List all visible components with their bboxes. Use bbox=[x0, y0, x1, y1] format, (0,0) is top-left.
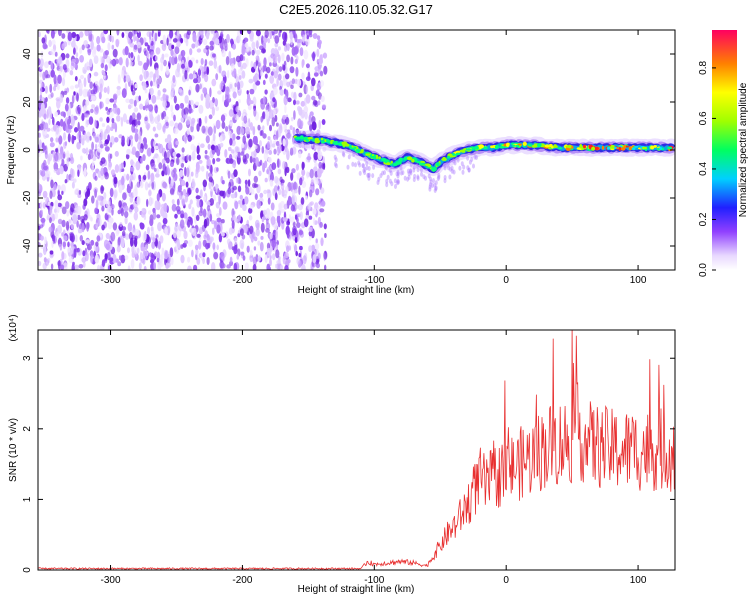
snr-panel: -300 -200 -100 0 100 0 1 2 3 Height of straight… bbox=[8, 314, 676, 595]
colorbar: 0.0 0.2 0.4 0.6 0.8 Normalized spectral ampl… bbox=[698, 30, 749, 277]
colorbar-tick-label: 0.0 bbox=[698, 263, 709, 277]
chart-title: C2E5.2026.110.05.32.G17 bbox=[279, 2, 433, 17]
heatmap-y-tick-label: -40 bbox=[22, 238, 33, 253]
colorbar-tick-label: 0.8 bbox=[698, 61, 709, 75]
snr-x-tick-label: 100 bbox=[630, 575, 647, 586]
snr-series-line bbox=[38, 330, 675, 570]
snr-y-tick-label: 3 bbox=[22, 355, 33, 361]
heatmap-y-ticks: -40 -20 0 20 40 bbox=[22, 48, 675, 253]
snr-y-multiplier: (x10⁴) bbox=[8, 314, 19, 341]
heatmap-y-tick-label: 0 bbox=[22, 147, 33, 153]
heatmap-x-tick-label: 100 bbox=[630, 275, 647, 286]
snr-x-tick-label: -100 bbox=[364, 575, 384, 586]
heatmap-x-tick-label: -300 bbox=[101, 275, 121, 286]
heatmap-y-axis-label: Frequency (Hz) bbox=[6, 116, 17, 185]
snr-x-ticks: -300 -200 -100 0 100 bbox=[101, 330, 647, 586]
heatmap-x-tick-label: -100 bbox=[364, 275, 384, 286]
snr-x-tick-label: 0 bbox=[503, 575, 509, 586]
colorbar-label: Normalized spectral amplitude bbox=[738, 82, 749, 217]
colorbar-ticks: 0.0 0.2 0.4 0.6 0.8 bbox=[698, 61, 716, 277]
snr-y-ticks: 0 1 2 3 bbox=[22, 355, 675, 573]
heatmap-y-tick-label: 20 bbox=[22, 96, 33, 108]
heatmap-x-ticks: -300 -200 -100 0 100 bbox=[101, 30, 647, 286]
snr-y-tick-label: 2 bbox=[22, 426, 33, 432]
colorbar-gradient bbox=[712, 30, 737, 270]
snr-x-tick-label: -300 bbox=[101, 575, 121, 586]
heatmap-x-axis-label: Height of straight line (km) bbox=[298, 285, 415, 296]
snr-y-tick-label: 1 bbox=[22, 496, 33, 502]
colorbar-tick-label: 0.6 bbox=[698, 111, 709, 125]
snr-x-axis-label: Height of straight line (km) bbox=[298, 584, 415, 595]
heatmap-y-tick-label: 40 bbox=[22, 48, 33, 60]
snr-x-tick-label: -200 bbox=[232, 575, 252, 586]
colorbar-tick-label: 0.2 bbox=[698, 212, 709, 226]
colorbar-tick-label: 0.4 bbox=[698, 162, 709, 176]
snr-y-axis-label: SNR (10 * v/v) bbox=[8, 418, 19, 482]
heatmap-y-tick-label: -20 bbox=[22, 190, 33, 205]
heatmap-signal-track bbox=[289, 129, 675, 193]
heatmap-x-tick-label: -200 bbox=[232, 275, 252, 286]
snr-y-tick-label: 0 bbox=[22, 567, 33, 573]
heatmap-x-tick-label: 0 bbox=[503, 275, 509, 286]
heatmap-noise-region bbox=[38, 30, 328, 270]
snr-frame bbox=[37, 329, 676, 571]
